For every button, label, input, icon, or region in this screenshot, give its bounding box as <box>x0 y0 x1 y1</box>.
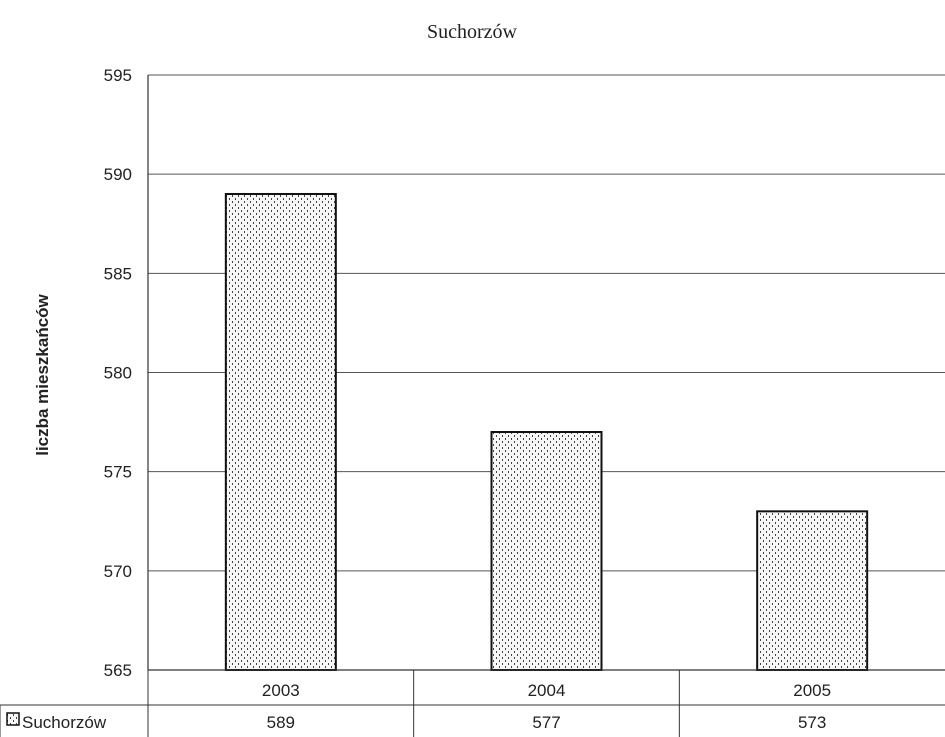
legend-key <box>6 712 20 726</box>
bars <box>224 193 869 672</box>
bar-2004 <box>490 431 603 671</box>
data-label: 573 <box>798 713 826 732</box>
series-name: Suchorzów <box>22 713 107 732</box>
y-tick-label: 585 <box>104 264 132 283</box>
x-category-label: 2003 <box>262 681 300 700</box>
y-tick-label: 580 <box>104 364 132 383</box>
y-tick-label: 565 <box>104 661 132 680</box>
data-label: 589 <box>267 713 295 732</box>
y-tick-labels: 565 570 575 580 585 590 595 <box>104 66 132 680</box>
y-tick-label: 570 <box>104 562 132 581</box>
x-category-label: 2005 <box>793 681 831 700</box>
bar-2003 <box>224 193 337 671</box>
chart-title: Suchorzów <box>427 21 518 43</box>
x-category-label: 2004 <box>528 681 566 700</box>
y-tick-label: 595 <box>104 66 132 85</box>
y-tick-label: 590 <box>104 165 132 184</box>
y-tick-label: 575 <box>104 463 132 482</box>
svg-text:liczba mieszkańców: liczba mieszkańców <box>33 293 52 455</box>
y-axis-title: liczba mieszkańców <box>33 293 52 455</box>
data-label: 577 <box>532 713 560 732</box>
bar-2005 <box>756 510 869 672</box>
data-table: 2003 589 2004 577 2005 573 Suchorzów <box>0 669 945 737</box>
